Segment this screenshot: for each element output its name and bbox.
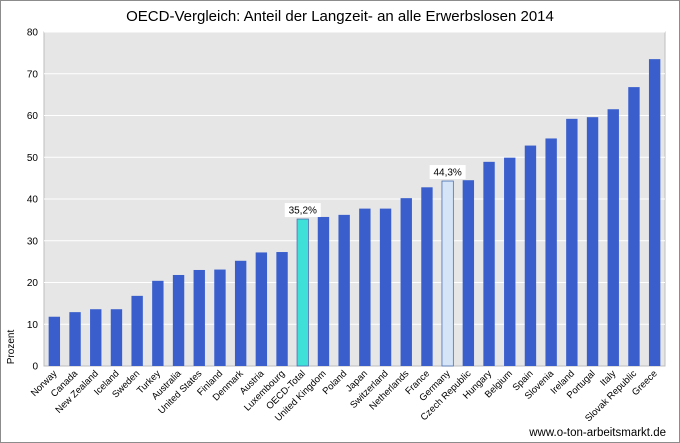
y-axis-ticks: 0 10 20 30 40 50 60 70 80 xyxy=(27,28,39,373)
y-tick-label: 20 xyxy=(27,278,39,289)
bar-switzerland xyxy=(379,208,392,366)
data-label-text: 35,2% xyxy=(289,206,317,217)
bar-new-zealand xyxy=(90,309,102,366)
data-label-background xyxy=(284,203,321,218)
bar-united-kingdom xyxy=(317,216,330,366)
y-tick-label: 10 xyxy=(27,320,39,331)
bar-italy xyxy=(607,109,619,367)
data-label-text: 44,3% xyxy=(433,168,461,179)
bar-denmark xyxy=(234,260,247,366)
y-tick-label: 0 xyxy=(32,362,38,373)
bar-united-states xyxy=(193,269,205,366)
bar-norway xyxy=(48,316,61,366)
bar-sweden xyxy=(131,295,143,366)
bar-germany xyxy=(441,180,454,367)
bar-poland xyxy=(338,214,350,366)
bar-austria xyxy=(255,252,268,366)
bar-greece xyxy=(648,59,661,366)
data-labels: 35,2% 44,3% xyxy=(284,165,466,218)
bar-slovenia xyxy=(545,138,557,366)
bar-portugal xyxy=(586,117,599,366)
bar-netherlands xyxy=(400,198,412,366)
y-tick-label: 70 xyxy=(27,69,39,80)
y-tick-label: 40 xyxy=(27,195,39,206)
bar-australia xyxy=(172,274,185,366)
bar-france xyxy=(421,187,433,366)
bar-canada xyxy=(69,312,81,366)
gridlines xyxy=(44,31,665,325)
bar-turkey xyxy=(152,280,164,366)
data-label-background xyxy=(429,165,466,180)
bar-japan xyxy=(359,208,371,366)
chart-title: OECD-Vergleich: Anteil der Langzeit- an … xyxy=(126,8,554,25)
bar-finland xyxy=(214,269,226,366)
bar-spain xyxy=(524,145,537,366)
bar-slovak-republic xyxy=(628,87,640,367)
bar-hungary xyxy=(483,161,495,366)
bar-czech-republic xyxy=(462,180,475,366)
bar-oecd-total xyxy=(296,218,309,367)
data-label: 35,2% xyxy=(284,203,321,218)
y-tick-label: 30 xyxy=(27,236,39,247)
bar-belgium xyxy=(504,157,516,366)
bar-iceland xyxy=(110,309,123,366)
y-tick-label: 60 xyxy=(27,111,39,122)
source-credit: www.o-ton-arbeitsmarkt.de xyxy=(528,427,666,439)
bar-ireland xyxy=(566,118,578,366)
data-label: 44,3% xyxy=(429,165,466,180)
y-tick-label: 80 xyxy=(27,28,39,39)
bar-luxembourg xyxy=(276,252,288,366)
bars xyxy=(48,59,661,367)
y-tick-label: 50 xyxy=(27,153,39,164)
y-axis-label: Prozent xyxy=(6,330,17,365)
